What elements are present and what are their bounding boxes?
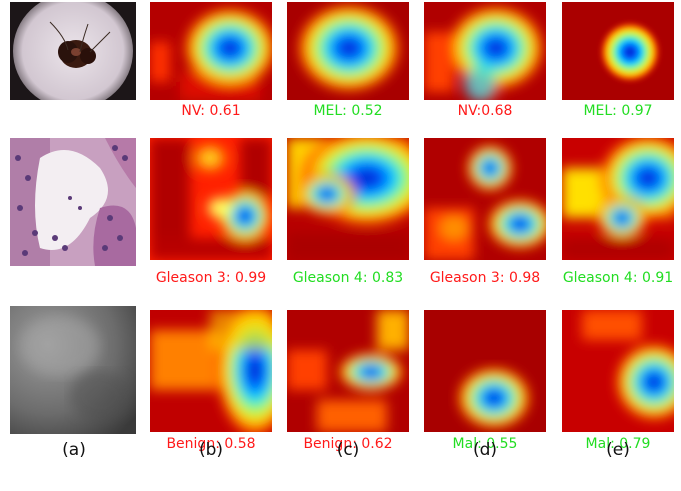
label-r1-c: MEL: 0.52	[313, 103, 383, 119]
label-r3-b: Benign: 0.58	[166, 436, 256, 452]
heatmap-r3-b	[150, 310, 272, 432]
heatmap-r3-c	[287, 310, 409, 432]
input-image-histology	[10, 138, 136, 266]
label-r3-c: Benign: 0.62	[303, 436, 393, 452]
heatmap-r3-d	[424, 310, 546, 432]
heatmap-r2-d	[424, 138, 546, 260]
label-r1-e: MEL: 0.97	[583, 103, 653, 119]
label-r2-b: Gleason 3: 0.99	[155, 270, 267, 286]
heatmap-r2-e	[562, 138, 674, 260]
input-image-mammogram	[10, 306, 136, 434]
label-r2-d: Gleason 3: 0.98	[429, 270, 541, 286]
label-r1-b: NV: 0.61	[181, 103, 241, 119]
heatmap-r1-c	[287, 2, 409, 100]
heatmap-r2-b	[150, 138, 272, 260]
label-r3-d: Mal: 0.55	[452, 436, 518, 452]
caption-d: (d)	[472, 440, 498, 460]
heatmap-r1-d	[424, 2, 546, 100]
caption-a: (a)	[62, 440, 86, 460]
heatmap-r1-e	[562, 2, 674, 100]
label-r3-e: Mal: 0.79	[585, 436, 651, 452]
heatmap-r1-b	[150, 2, 272, 100]
heatmap-r3-e	[562, 310, 674, 432]
caption-b: (b)	[198, 440, 224, 460]
label-r2-e: Gleason 4: 0.91	[562, 270, 674, 286]
input-image-skin-lesion	[10, 2, 136, 100]
heatmap-r2-c	[287, 138, 409, 260]
label-r2-c: Gleason 4: 0.83	[292, 270, 404, 286]
caption-e: (e)	[606, 440, 630, 460]
caption-c: (c)	[336, 440, 360, 460]
label-r1-d: NV:0.68	[457, 103, 513, 119]
